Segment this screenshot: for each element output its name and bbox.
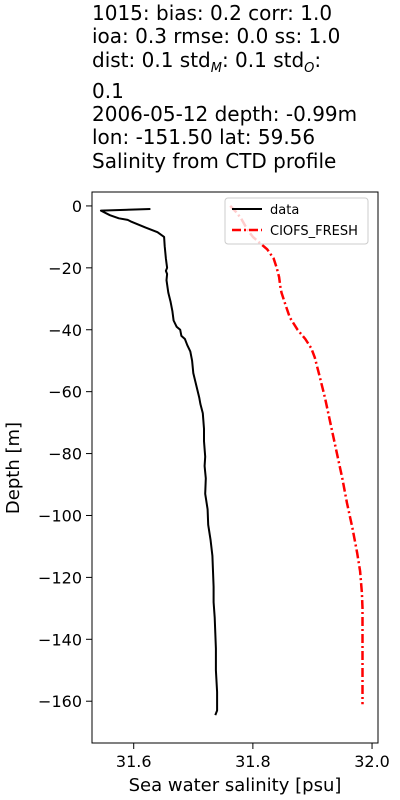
y-tick-label: 0 [72, 197, 82, 216]
x-tick-label: 32.0 [354, 752, 390, 771]
series-line-ciofs-fresh [229, 205, 364, 705]
x-tick-label: 31.8 [235, 752, 271, 771]
y-tick-label: −140 [38, 630, 82, 649]
y-tick-label: −60 [48, 383, 82, 402]
chart-title: 1015: bias: 0.2 corr: 1.0 ioa: 0.3 rmse:… [92, 1, 392, 173]
y-tick-label: −120 [38, 568, 82, 587]
series-line-data [99, 208, 219, 716]
title-line-2: ioa: 0.3 rmse: 0.0 ss: 1.0 [92, 24, 341, 49]
title-line-1: 1015: bias: 0.2 corr: 1.0 [92, 1, 333, 25]
title-line-3: dist: 0.1 stdM: 0.1 stdO: [92, 47, 322, 76]
axes-frame [91, 191, 379, 744]
x-axis-label: Sea water salinity [psu] [129, 775, 342, 796]
x-tick-label: 31.6 [116, 752, 152, 771]
y-tick-label: −100 [38, 506, 82, 525]
title-line-5: 2006-05-12 depth: -0.99m [92, 102, 358, 127]
y-tick-label: −20 [48, 259, 82, 278]
y-tick-label: −40 [48, 321, 82, 340]
legend-model-label: CIOFS_FRESH [270, 224, 358, 239]
x-ticks: 31.6 31.8 32.0 [116, 743, 390, 771]
legend-data-label: data [270, 203, 299, 218]
title-line-6: lon: -151.50 lat: 59.56 [92, 125, 316, 150]
y-tick-label: −160 [38, 692, 82, 711]
series-layer [99, 205, 364, 716]
y-ticks: 0 −20 −40 −60 −80 −100 −120 −140 −160 [38, 197, 92, 711]
y-tick-label: −80 [48, 445, 82, 464]
y-axis-label: Depth [m] [3, 422, 24, 514]
title-line-4: 0.1 [92, 78, 124, 103]
title-line-7: Salinity from CTD profile [92, 148, 337, 173]
legend: data CIOFS_FRESH [224, 197, 369, 245]
